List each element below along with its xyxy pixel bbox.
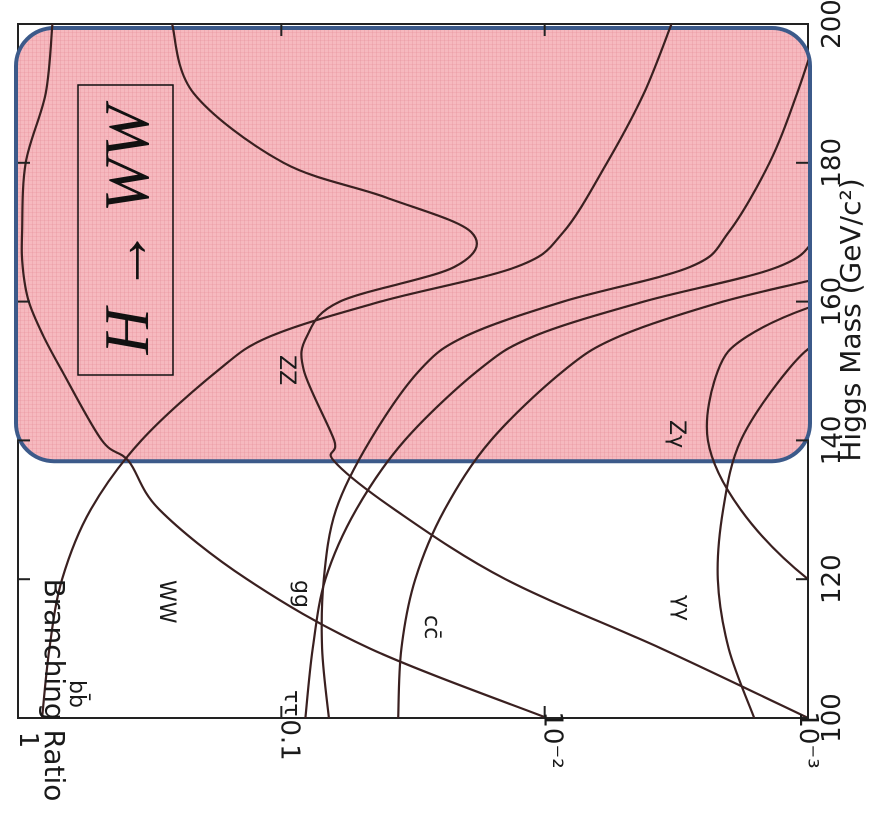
curve-label-zgamma: Zγ: [664, 420, 689, 448]
series-line-4: [397, 279, 808, 718]
series-line-1: [20, 24, 548, 718]
series-line-0: [41, 24, 673, 718]
y-tick-label: 1: [13, 732, 43, 749]
curve-labels-group: bb̄ WW ττ gg cc̄ ZZ γγ Zγ: [64, 355, 694, 717]
series-line-6: [716, 347, 808, 718]
ticks-group: 100 120 140 160 180 200 10⁻³ 10⁻² 0.1 1: [13, 0, 847, 769]
y-tick-label: 0.1: [274, 719, 304, 760]
series-line-7: [705, 306, 808, 581]
curve-label-zz: ZZ: [274, 355, 299, 385]
curves-group: [20, 24, 808, 718]
x-axis-label: Higgs Mass (GeV/c²): [834, 178, 867, 461]
curve-label-bb: bb̄: [64, 680, 90, 708]
x-tick-label: 140: [817, 416, 847, 466]
x-tick-label: 180: [817, 138, 847, 188]
annotation-box: H → WW: [77, 84, 174, 376]
x-tick-label: 160: [817, 277, 847, 327]
curve-label-cc: cc̄: [419, 615, 444, 639]
y-tick-label: 10⁻²: [538, 711, 568, 768]
highlight-region: [14, 26, 812, 464]
series-line-2: [304, 245, 808, 718]
x-tick-label: 200: [817, 0, 847, 49]
annotation-frame: [77, 84, 174, 376]
x-tick-label: 120: [817, 554, 847, 604]
series-line-3: [320, 57, 808, 718]
annotation-text: H → WW: [91, 100, 162, 356]
y-tick-label: 10⁻³: [793, 711, 823, 768]
series-line-5: [171, 24, 808, 718]
y-axis-label: Branching Ratio: [38, 579, 71, 802]
curve-label-ww: WW: [154, 580, 179, 624]
curve-label-gammagamma: γγ: [669, 595, 694, 621]
curve-label-gg: gg: [289, 580, 314, 608]
x-tick-label: 100: [817, 693, 847, 743]
curve-label-tautau: ττ: [279, 690, 304, 717]
